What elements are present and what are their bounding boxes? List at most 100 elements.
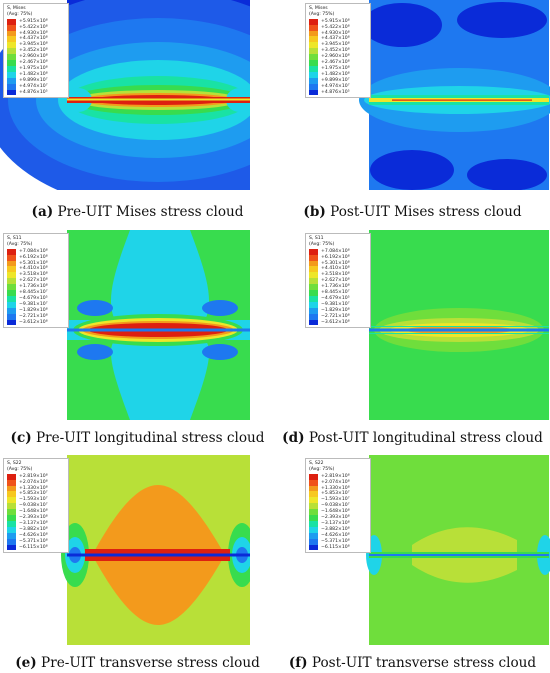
- legend-swatch: [309, 260, 318, 267]
- legend-value: +1.975×10⁸: [19, 65, 48, 71]
- legend-d: S, S11 (Avg: 75%) +7.084×10⁸ +6.192×10⁸ +5.…: [305, 233, 371, 329]
- legend-swatch: [7, 54, 16, 61]
- legend-row: −9.381×10⁷: [7, 301, 65, 308]
- legend-value: +3.452×10⁸: [321, 48, 350, 54]
- legend-row: −3.612×10⁸: [309, 319, 367, 326]
- legend-row: +1.330×10⁸: [309, 485, 367, 492]
- legend-value: +4.974×10⁷: [321, 83, 350, 89]
- legend-f-rows: +2.819×10⁸ +2.074×10⁸ +1.330×10⁸ +5.853×10⁷…: [309, 473, 367, 551]
- legend-row: +3.945×10⁸: [7, 42, 65, 49]
- legend-value: −1.648×10⁸: [19, 509, 48, 515]
- legend-value: +5.915×10⁸: [19, 18, 48, 24]
- legend-value: −1.648×10⁸: [321, 509, 350, 515]
- legend-row: +5.853×10⁷: [7, 491, 65, 498]
- legend-value: +1.736×10⁸: [321, 284, 350, 290]
- legend-swatch: [7, 538, 16, 545]
- legend-row: +1.482×10⁸: [7, 71, 65, 78]
- legend-value: +4.437×10⁸: [19, 36, 48, 42]
- legend-row: −1.829×10⁸: [309, 307, 367, 314]
- legend-a-rows: +5.915×10⁸ +5.422×10⁸ +4.930×10⁸ +4.437×10⁸…: [7, 18, 65, 96]
- legend-swatch: [7, 491, 16, 498]
- legend-swatch: [309, 503, 318, 510]
- caption-e: (e) Pre-UIT transverse stress cloud: [15, 655, 260, 671]
- legend-row: +2.960×10⁸: [7, 54, 65, 61]
- legend-b-title: S, Mises (Avg: 75%): [309, 6, 335, 17]
- legend-value: −4.679×10⁵: [321, 295, 350, 301]
- legend-row: −1.593×10⁷: [309, 497, 367, 504]
- legend-row: +3.452×10⁸: [7, 48, 65, 55]
- legend-swatch: [7, 473, 16, 480]
- legend-swatch: [309, 295, 318, 302]
- legend-swatch: [7, 479, 16, 486]
- legend-row: +4.876×10⁵: [7, 89, 65, 96]
- legend-row: −5.371×10⁸: [7, 538, 65, 545]
- legend-value: −3.612×10⁸: [19, 319, 48, 325]
- legend-row: +6.192×10⁸: [7, 254, 65, 261]
- legend-swatch: [309, 248, 318, 255]
- legend-row: −1.648×10⁸: [309, 509, 367, 516]
- legend-value: +5.422×10⁸: [321, 24, 350, 30]
- legend-swatch: [7, 284, 16, 291]
- legend-swatch: [7, 18, 16, 25]
- legend-value: −5.371×10⁸: [19, 538, 48, 544]
- legend-swatch: [7, 544, 16, 551]
- legend-row: +4.876×10⁵: [309, 89, 367, 96]
- legend-row: +1.736×10⁸: [309, 284, 367, 291]
- legend-swatch: [309, 307, 318, 314]
- legend-swatch: [309, 515, 318, 521]
- legend-swatch: [309, 24, 318, 31]
- legend-value: +2.074×10⁸: [321, 479, 350, 485]
- legend-row: +3.518×10⁸: [309, 272, 367, 279]
- legend-swatch: [309, 290, 318, 296]
- legend-swatch: [7, 503, 16, 510]
- legend-swatch: [309, 479, 318, 486]
- legend-swatch: [7, 42, 16, 49]
- legend-swatch: [309, 30, 318, 37]
- legend-swatch: [309, 71, 318, 78]
- panel-e-contour: S, S22 (Avg: 75%) +2.819×10⁸ +2.074×10⁸ +1.…: [0, 455, 250, 645]
- panel-b-contour: S, Mises (Avg: 75%) +5.915×10⁸ +5.422×10⁸ +…: [302, 0, 550, 190]
- legend-swatch: [309, 532, 318, 539]
- legend-row: −6.115×10⁸: [7, 544, 65, 551]
- legend-c-title: S, S11 (Avg: 75%): [7, 236, 33, 247]
- legend-value: +4.410×10⁸: [321, 266, 350, 272]
- legend-value: −5.371×10⁸: [321, 538, 350, 544]
- legend-row: +9.899×10⁷: [7, 77, 65, 84]
- legend-row: −4.679×10⁵: [309, 295, 367, 302]
- legend-row: −4.626×10⁸: [7, 532, 65, 539]
- legend-swatch: [309, 520, 318, 527]
- legend-row: −2.721×10⁸: [309, 313, 367, 320]
- caption-a: (a) Pre-UIT Mises stress cloud: [31, 204, 244, 220]
- legend-row: +7.084×10⁸: [309, 248, 367, 255]
- legend-swatch: [7, 60, 16, 66]
- legend-value: −2.721×10⁸: [19, 313, 48, 319]
- panel-c-contour: S, S11 (Avg: 75%) +7.084×10⁸ +6.192×10⁸ +5.…: [0, 230, 250, 420]
- legend-swatch: [7, 532, 16, 539]
- legend-swatch: [309, 473, 318, 480]
- legend-row: −5.371×10⁸: [309, 538, 367, 545]
- legend-row: −3.137×10⁸: [7, 520, 65, 527]
- legend-row: +7.084×10⁸: [7, 248, 65, 255]
- legend-swatch: [309, 301, 318, 308]
- legend-value: +1.975×10⁸: [321, 65, 350, 71]
- panel-b-stress-field: [359, 0, 550, 190]
- legend-swatch: [7, 515, 16, 521]
- legend-value: +1.482×10⁸: [321, 71, 350, 77]
- legend-value: +7.084×10⁸: [19, 248, 48, 254]
- legend-row: −2.721×10⁸: [7, 313, 65, 320]
- legend-a-title: S, Mises (Avg: 75%): [7, 6, 33, 17]
- legend-value: −9.038×10⁷: [321, 503, 350, 509]
- legend-value: +7.084×10⁸: [321, 248, 350, 254]
- legend-e-rows: +2.819×10⁸ +2.074×10⁸ +1.330×10⁸ +5.853×10⁷…: [7, 473, 65, 551]
- legend-value: +2.627×10⁸: [19, 278, 48, 284]
- legend-swatch: [309, 313, 318, 320]
- panel-d-contour: S, S11 (Avg: 75%) +7.084×10⁸ +6.192×10⁸ +5.…: [302, 230, 550, 420]
- legend-row: +4.437×10⁸: [309, 36, 367, 43]
- legend-value: +1.330×10⁸: [321, 485, 350, 491]
- legend-row: +1.736×10⁸: [7, 284, 65, 291]
- caption-c: (c) Pre-UIT longitudinal stress cloud: [10, 430, 265, 446]
- legend-value: −1.593×10⁷: [19, 497, 48, 503]
- legend-swatch: [7, 520, 16, 527]
- legend-swatch: [7, 83, 16, 90]
- legend-value: +5.853×10⁷: [19, 491, 48, 497]
